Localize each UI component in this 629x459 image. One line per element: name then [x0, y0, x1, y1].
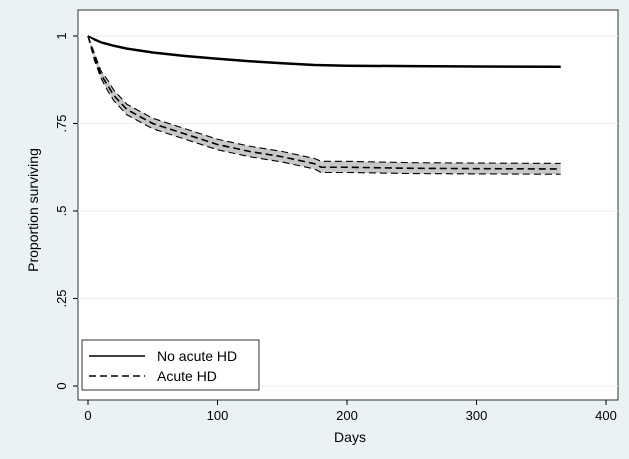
- plot-area: [77, 9, 619, 401]
- legend-label-no-acute-hd: No acute HD: [157, 348, 237, 364]
- legend: No acute HD Acute HD: [81, 339, 260, 391]
- ci-band-acute-hd: [88, 36, 561, 175]
- confidence-bands: [88, 36, 561, 175]
- ci-line-upper-acute-hd: [87, 35, 561, 164]
- series-line-no-acute-hd: [87, 35, 561, 68]
- series-line-acute-hd: [87, 35, 561, 170]
- x-tick-label-0: 0: [84, 408, 91, 423]
- series-lines: [87, 35, 561, 175]
- y-axis-label: Proportion surviving: [25, 148, 41, 272]
- x-axis-label: Days: [334, 429, 366, 445]
- x-tick-label-4: 400: [595, 408, 617, 423]
- legend-label-acute-hd: Acute HD: [157, 368, 217, 384]
- ci-line-lower-acute-hd: [87, 35, 561, 175]
- grid-lines: [78, 35, 618, 387]
- x-tick-label-3: 300: [466, 408, 488, 423]
- x-tick-label-1: 100: [207, 408, 229, 423]
- y-tick-label-3: .75: [54, 114, 69, 132]
- y-tick-label-0: 0: [54, 382, 69, 389]
- y-tick-label-2: .5: [54, 206, 69, 217]
- x-tick-label-2: 200: [336, 408, 358, 423]
- y-tick-label-4: 1: [54, 32, 69, 39]
- legend-box: [81, 339, 260, 391]
- y-tick-label-1: .25: [54, 289, 69, 307]
- axes: 0 100 200 300 400 0 .25 .5 .75 1: [54, 32, 617, 423]
